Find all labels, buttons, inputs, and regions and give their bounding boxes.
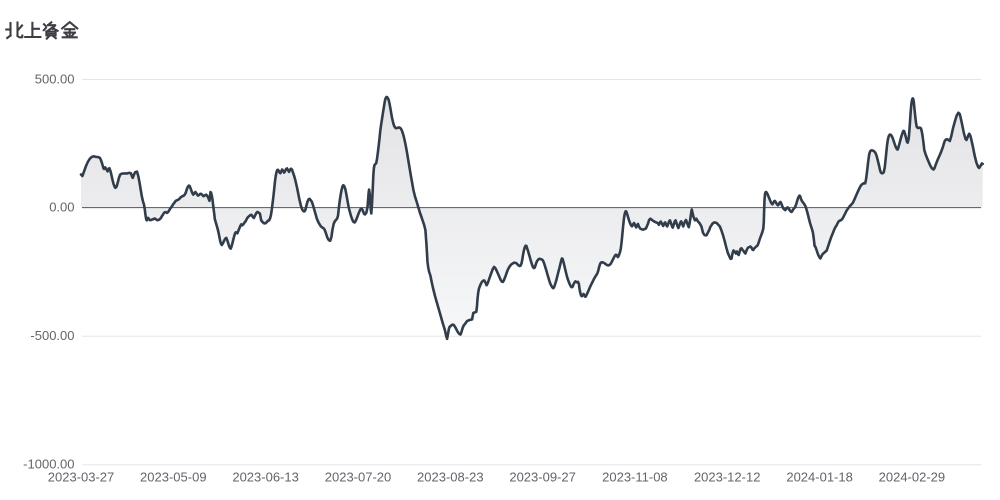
svg-text:2023-06-13: 2023-06-13 [232,470,299,485]
svg-text:2023-12-12: 2023-12-12 [694,470,761,485]
svg-text:500.00: 500.00 [35,71,75,86]
svg-text:2024-01-18: 2024-01-18 [786,470,853,485]
svg-text:0.00: 0.00 [49,200,74,215]
svg-text:2023-03-27: 2023-03-27 [48,470,115,485]
svg-text:2023-05-09: 2023-05-09 [140,470,207,485]
svg-text:2023-09-27: 2023-09-27 [509,470,576,485]
svg-text:2023-07-20: 2023-07-20 [325,470,392,485]
svg-text:2023-11-08: 2023-11-08 [602,470,668,485]
svg-text:-1000.00: -1000.00 [23,457,74,472]
svg-text:2023-08-23: 2023-08-23 [417,470,484,485]
svg-text:2024-02-29: 2024-02-29 [879,470,946,485]
svg-text:-500.00: -500.00 [30,328,74,343]
